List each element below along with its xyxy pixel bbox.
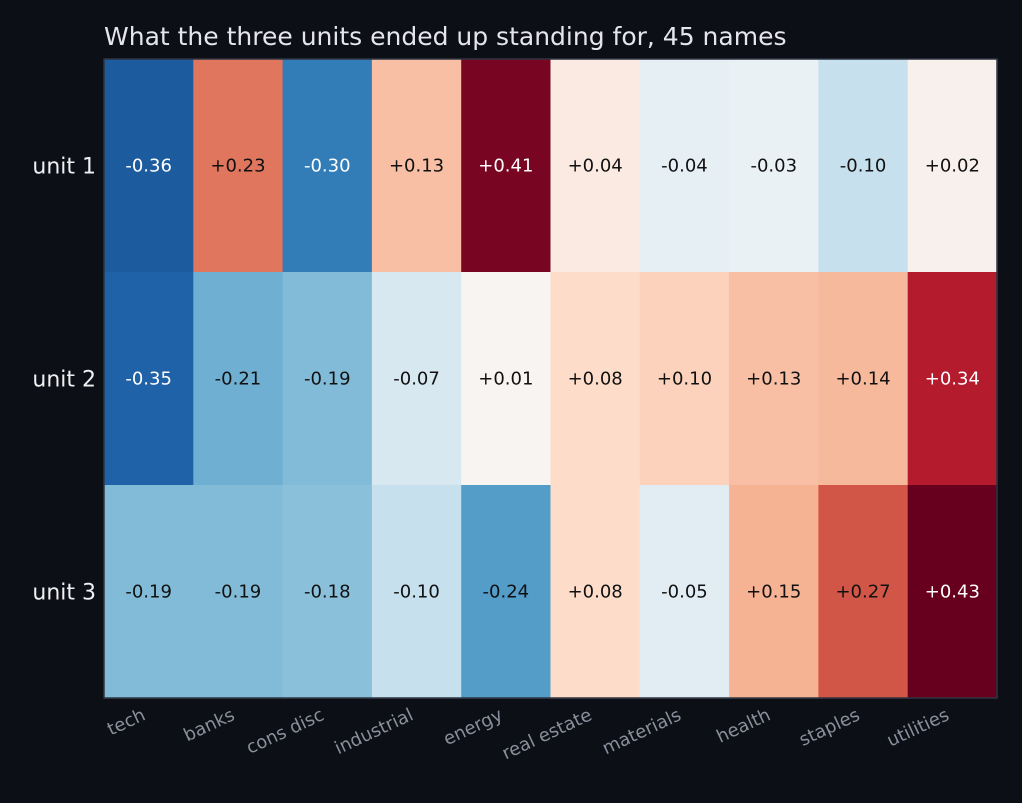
cell-value-label: +0.04 xyxy=(568,156,623,177)
heatmap-cell xyxy=(193,485,284,699)
heatmap-cell xyxy=(193,272,284,486)
column-tick-label: utilities xyxy=(884,704,953,751)
cell-value-label: +0.14 xyxy=(835,369,890,390)
column-tick-label: real estate xyxy=(499,704,595,764)
cell-value-label: -0.10 xyxy=(393,582,440,603)
heatmap-cell xyxy=(907,59,998,273)
cell-value-label: +0.15 xyxy=(746,582,801,603)
plot-frame xyxy=(103,58,998,699)
heatmap-cell xyxy=(550,59,641,273)
cell-value-label: +0.13 xyxy=(746,369,801,390)
column-tick-label: energy xyxy=(440,704,506,750)
heatmap-cell xyxy=(729,59,819,273)
heatmap-cell xyxy=(282,485,373,699)
cell-value-label: +0.13 xyxy=(389,156,444,177)
cell-value-label: +0.02 xyxy=(925,156,980,177)
cell-value-label: +0.23 xyxy=(210,156,265,177)
cell-value-label: +0.43 xyxy=(925,582,980,603)
cell-value-label: +0.34 xyxy=(925,369,980,390)
heatmap-cell xyxy=(907,272,998,486)
column-tick-label: banks xyxy=(181,704,239,746)
row-label: unit 3 xyxy=(32,581,96,606)
row-label: unit 1 xyxy=(32,155,96,180)
cell-value-label: +0.08 xyxy=(568,369,623,390)
heatmap-cell xyxy=(639,272,730,486)
heatmap-cell xyxy=(461,59,552,273)
column-tick-label: tech xyxy=(104,704,149,740)
heatmap-cell xyxy=(729,485,819,699)
heatmap-cell xyxy=(818,485,909,699)
cell-value-label: +0.10 xyxy=(657,369,712,390)
heatmap-cell xyxy=(282,59,373,273)
heatmap-cell xyxy=(818,59,909,273)
cell-value-label: -0.19 xyxy=(304,369,351,390)
cell-value-label: -0.18 xyxy=(304,582,351,603)
column-tick-label: staples xyxy=(796,704,863,750)
cell-value-label: -0.19 xyxy=(215,582,262,603)
heatmap-cells: -0.36 +0.23 -0.30 +0.13 +0.41 +0.04 -0.04 -0.03… xyxy=(104,59,998,699)
heatmap-cell xyxy=(371,59,462,273)
heatmap-cell xyxy=(729,272,819,486)
cell-value-label: +0.41 xyxy=(478,156,533,177)
heatmap-cell xyxy=(104,485,194,699)
heatmap-cell xyxy=(461,485,552,699)
column-tick-label: industrial xyxy=(332,704,417,759)
heatmap-cell xyxy=(282,272,373,486)
cell-value-label: -0.21 xyxy=(215,369,262,390)
cell-value-label: -0.07 xyxy=(393,369,440,390)
chart-title: What the three units ended up standing f… xyxy=(104,22,786,51)
column-tick-label: materials xyxy=(599,704,684,759)
cell-value-label: -0.35 xyxy=(125,369,172,390)
column-tick-label: cons disc xyxy=(243,704,327,758)
cell-value-label: -0.19 xyxy=(125,582,172,603)
cell-value-label: +0.27 xyxy=(835,582,890,603)
heatmap-cell xyxy=(104,272,194,486)
row-labels: unit 1 unit 2 unit 3 xyxy=(32,155,96,606)
heatmap-cell xyxy=(550,485,641,699)
heatmap-cell xyxy=(104,59,194,273)
heatmap-cell xyxy=(639,485,730,699)
cell-value-label: -0.03 xyxy=(750,156,797,177)
cell-value-label: -0.30 xyxy=(304,156,351,177)
heatmap-cell xyxy=(371,485,462,699)
heatmap-cell xyxy=(818,272,909,486)
row-label: unit 2 xyxy=(32,368,96,393)
cell-value-label: +0.01 xyxy=(478,369,533,390)
cell-value-label: -0.04 xyxy=(661,156,708,177)
cell-value-label: +0.08 xyxy=(568,582,623,603)
cell-value-label: -0.24 xyxy=(483,582,530,603)
cell-value-label: -0.10 xyxy=(840,156,887,177)
heatmap-cell xyxy=(639,59,730,273)
heatmap-cell xyxy=(193,59,284,273)
heatmap-cell xyxy=(371,272,462,486)
cell-value-label: -0.05 xyxy=(661,582,708,603)
heatmap-cell xyxy=(550,272,641,486)
heatmap-cell xyxy=(461,272,552,486)
cell-value-label: -0.36 xyxy=(125,156,172,177)
heatmap-cell xyxy=(907,485,998,699)
column-tick-label: health xyxy=(713,704,774,747)
